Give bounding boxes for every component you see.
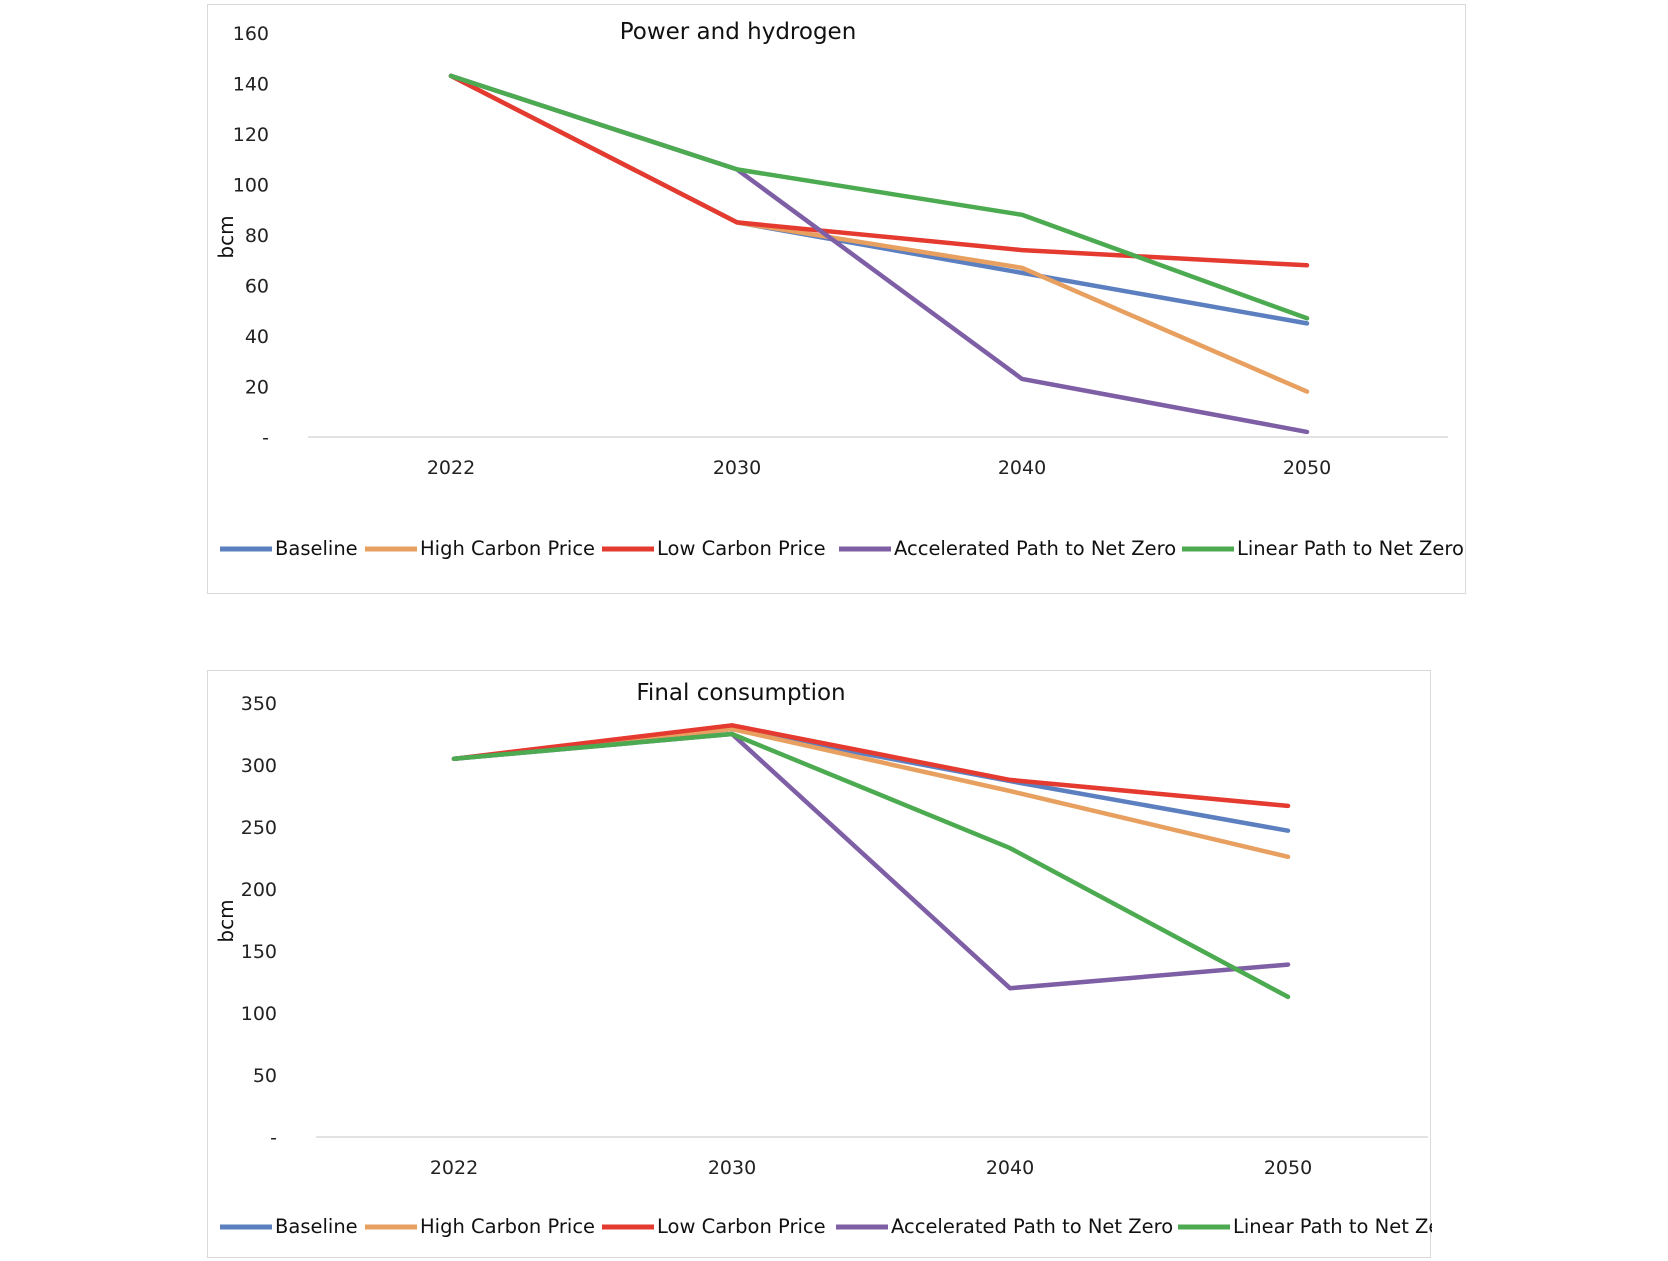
legend-label-high-carbon-price: High Carbon Price bbox=[420, 537, 595, 560]
y-tick-label: 50 bbox=[253, 1065, 277, 1087]
legend-label-high-carbon-price: High Carbon Price bbox=[420, 1215, 595, 1238]
chart-title: Power and hydrogen bbox=[620, 19, 857, 45]
y-tick-label: 40 bbox=[245, 326, 269, 348]
legend-label-accelerated-path-to-net-zero: Accelerated Path to Net Zero bbox=[894, 537, 1176, 560]
series-line-accelerated-path-to-net-zero bbox=[451, 731, 1291, 991]
legend-label-linear-path-to-net-zero: Linear Path to Net Zero bbox=[1233, 1215, 1432, 1238]
y-axis-label: bcm bbox=[214, 899, 238, 942]
legend-label-low-carbon-price: Low Carbon Price bbox=[657, 1215, 826, 1238]
series-line-high-carbon-price bbox=[448, 73, 1310, 394]
y-tick-label: 200 bbox=[241, 879, 277, 901]
legend-label-baseline: Baseline bbox=[275, 537, 358, 560]
y-tick-label: 100 bbox=[233, 175, 269, 197]
y-tick-label: 250 bbox=[241, 817, 277, 839]
series-line-accelerated-path-to-net-zero bbox=[448, 73, 1310, 435]
x-tick-label: 2050 bbox=[1283, 457, 1331, 479]
x-tick-label: 2030 bbox=[713, 457, 761, 479]
legend-label-linear-path-to-net-zero: Linear Path to Net Zero bbox=[1237, 537, 1464, 560]
y-tick-label: 160 bbox=[233, 23, 269, 45]
y-tick-label: 140 bbox=[233, 74, 269, 96]
final-consumption-chart: Final consumption bcm - 50 100 150 200 250 300 35… bbox=[207, 670, 1432, 1258]
x-tick-label: 2040 bbox=[986, 1157, 1034, 1179]
y-tick-label: 100 bbox=[241, 1003, 277, 1025]
series-line-low-carbon-price bbox=[451, 723, 1291, 809]
chart-svg: Final consumption bcm - 50 100 150 200 250 300 35… bbox=[214, 680, 1432, 1238]
legend-label-baseline: Baseline bbox=[275, 1215, 358, 1238]
y-tick-label: - bbox=[270, 1127, 277, 1149]
series-line-baseline bbox=[448, 73, 1310, 326]
x-tick-label: 2050 bbox=[1264, 1157, 1312, 1179]
y-tick-label: 120 bbox=[233, 124, 269, 146]
power-hydrogen-chart: Power and hydrogen bcm -20 40 60 80 100 120 140 1… bbox=[207, 4, 1466, 594]
series-line-linear-path-to-net-zero bbox=[448, 73, 1310, 321]
series-line-linear-path-to-net-zero bbox=[451, 731, 1291, 1000]
y-tick-label: - bbox=[262, 427, 269, 449]
y-tick-label: 80 bbox=[245, 225, 269, 247]
y-tick-label: 20 bbox=[245, 377, 269, 399]
y-axis-label: bcm bbox=[214, 215, 238, 258]
series-line-low-carbon-price bbox=[448, 73, 1310, 268]
legend-label-low-carbon-price: Low Carbon Price bbox=[657, 537, 826, 560]
y-tick-label: 300 bbox=[241, 755, 277, 777]
y-tick-label: 60 bbox=[245, 276, 269, 298]
legend-label-accelerated-path-to-net-zero: Accelerated Path to Net Zero bbox=[891, 1215, 1173, 1238]
chart-svg: Power and hydrogenbcm-204060801001201401… bbox=[214, 19, 1464, 560]
chart-title: Final consumption bbox=[636, 680, 845, 706]
y-tick-label: 150 bbox=[241, 941, 277, 963]
y-tick-label: 350 bbox=[241, 693, 277, 715]
x-tick-label: 2022 bbox=[430, 1157, 478, 1179]
x-tick-label: 2040 bbox=[998, 457, 1046, 479]
x-tick-label: 2022 bbox=[427, 457, 475, 479]
x-tick-label: 2030 bbox=[708, 1157, 756, 1179]
